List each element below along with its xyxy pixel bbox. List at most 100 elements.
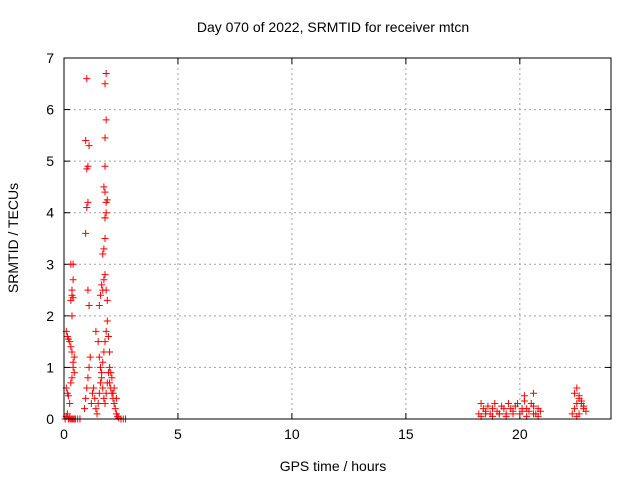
- data-point: [101, 134, 109, 142]
- data-point: [108, 374, 116, 382]
- data-point: [112, 394, 120, 402]
- data-point: [109, 389, 117, 397]
- data-point: [520, 392, 528, 400]
- data-point: [571, 405, 579, 413]
- data-point: [84, 162, 92, 170]
- data-point: [87, 400, 95, 408]
- data-point: [110, 400, 118, 408]
- data-point: [102, 327, 110, 335]
- data-point: [582, 407, 590, 415]
- data-point: [69, 276, 77, 284]
- y-axis-label: SRMTID / TECUs: [5, 183, 21, 293]
- data-point: [106, 379, 114, 387]
- data-point: [101, 271, 109, 279]
- data-point: [484, 402, 492, 410]
- data-point: [101, 338, 109, 346]
- data-point: [500, 405, 508, 413]
- x-tick-label: 20: [512, 426, 528, 442]
- data-point: [69, 294, 77, 302]
- y-tick-label: 6: [46, 102, 54, 118]
- data-point: [110, 384, 118, 392]
- chart-title: Day 070 of 2022, SRMTID for receiver mtc…: [197, 19, 469, 35]
- data-point: [90, 384, 98, 392]
- data-point: [103, 296, 111, 304]
- data-point: [68, 312, 76, 320]
- data-point: [99, 250, 107, 258]
- grid-lines: [64, 58, 611, 419]
- y-tick-label: 5: [46, 153, 54, 169]
- data-point: [504, 400, 512, 408]
- data-point: [99, 358, 107, 366]
- data-point: [101, 400, 109, 408]
- data-point: [491, 400, 499, 408]
- data-point: [88, 389, 96, 397]
- data-point: [536, 407, 544, 415]
- data-point: [66, 400, 74, 408]
- data-point: [92, 405, 100, 413]
- data-point: [107, 369, 115, 377]
- data-point: [84, 286, 92, 294]
- data-point: [98, 374, 106, 382]
- data-point: [65, 392, 73, 400]
- data-point: [580, 402, 588, 410]
- data-point: [83, 384, 91, 392]
- data-point: [530, 402, 538, 410]
- y-tick-label: 2: [46, 308, 54, 324]
- data-point: [95, 353, 103, 361]
- data-point: [495, 410, 503, 418]
- data-point: [70, 369, 78, 377]
- data-point: [95, 302, 103, 310]
- y-tick-label: 1: [46, 359, 54, 375]
- data-point: [66, 338, 74, 346]
- data-point: [104, 332, 112, 340]
- data-point: [96, 363, 104, 371]
- data-point: [96, 291, 104, 299]
- data-point: [477, 400, 485, 408]
- data-point: [568, 410, 576, 418]
- data-point: [100, 183, 108, 191]
- data-point: [84, 374, 92, 382]
- data-point: [84, 198, 92, 206]
- data-point: [96, 379, 104, 387]
- data-point: [573, 384, 581, 392]
- data-point: [93, 410, 101, 418]
- axis-ticks: 0 5 10 15 20 0 1 2 3 4 5 6 7: [46, 50, 611, 442]
- data-point: [525, 407, 533, 415]
- x-tick-label: 15: [398, 426, 414, 442]
- data-point: [101, 214, 109, 222]
- data-point: [514, 400, 522, 408]
- data-point: [82, 137, 90, 145]
- data-point: [103, 317, 111, 325]
- x-tick-label: 10: [284, 426, 300, 442]
- data-point: [482, 410, 490, 418]
- data-point: [101, 235, 109, 242]
- data-point: [85, 302, 93, 310]
- data-point: [83, 204, 91, 212]
- data-point: [81, 405, 89, 413]
- data-point: [575, 392, 583, 400]
- plot-frame: [63, 57, 612, 420]
- data-point: [102, 69, 110, 77]
- x-axis-label: GPS time / hours: [280, 458, 387, 474]
- data-point: [82, 394, 90, 402]
- data-point: [70, 353, 78, 361]
- data-points: [61, 69, 590, 423]
- y-tick-label: 7: [46, 50, 54, 66]
- data-point: [86, 353, 94, 361]
- data-point: [102, 198, 110, 206]
- data-point: [67, 343, 75, 351]
- data-point: [101, 80, 109, 88]
- x-tick-label: 5: [174, 426, 182, 442]
- data-point: [100, 394, 108, 402]
- data-point: [94, 400, 102, 408]
- data-point: [100, 245, 108, 253]
- data-point: [530, 410, 538, 418]
- data-point: [99, 384, 107, 392]
- data-point: [82, 229, 90, 237]
- data-point: [509, 410, 517, 418]
- data-point: [91, 394, 99, 402]
- data-point: [92, 327, 100, 335]
- data-point: [488, 405, 496, 413]
- data-point: [68, 286, 76, 294]
